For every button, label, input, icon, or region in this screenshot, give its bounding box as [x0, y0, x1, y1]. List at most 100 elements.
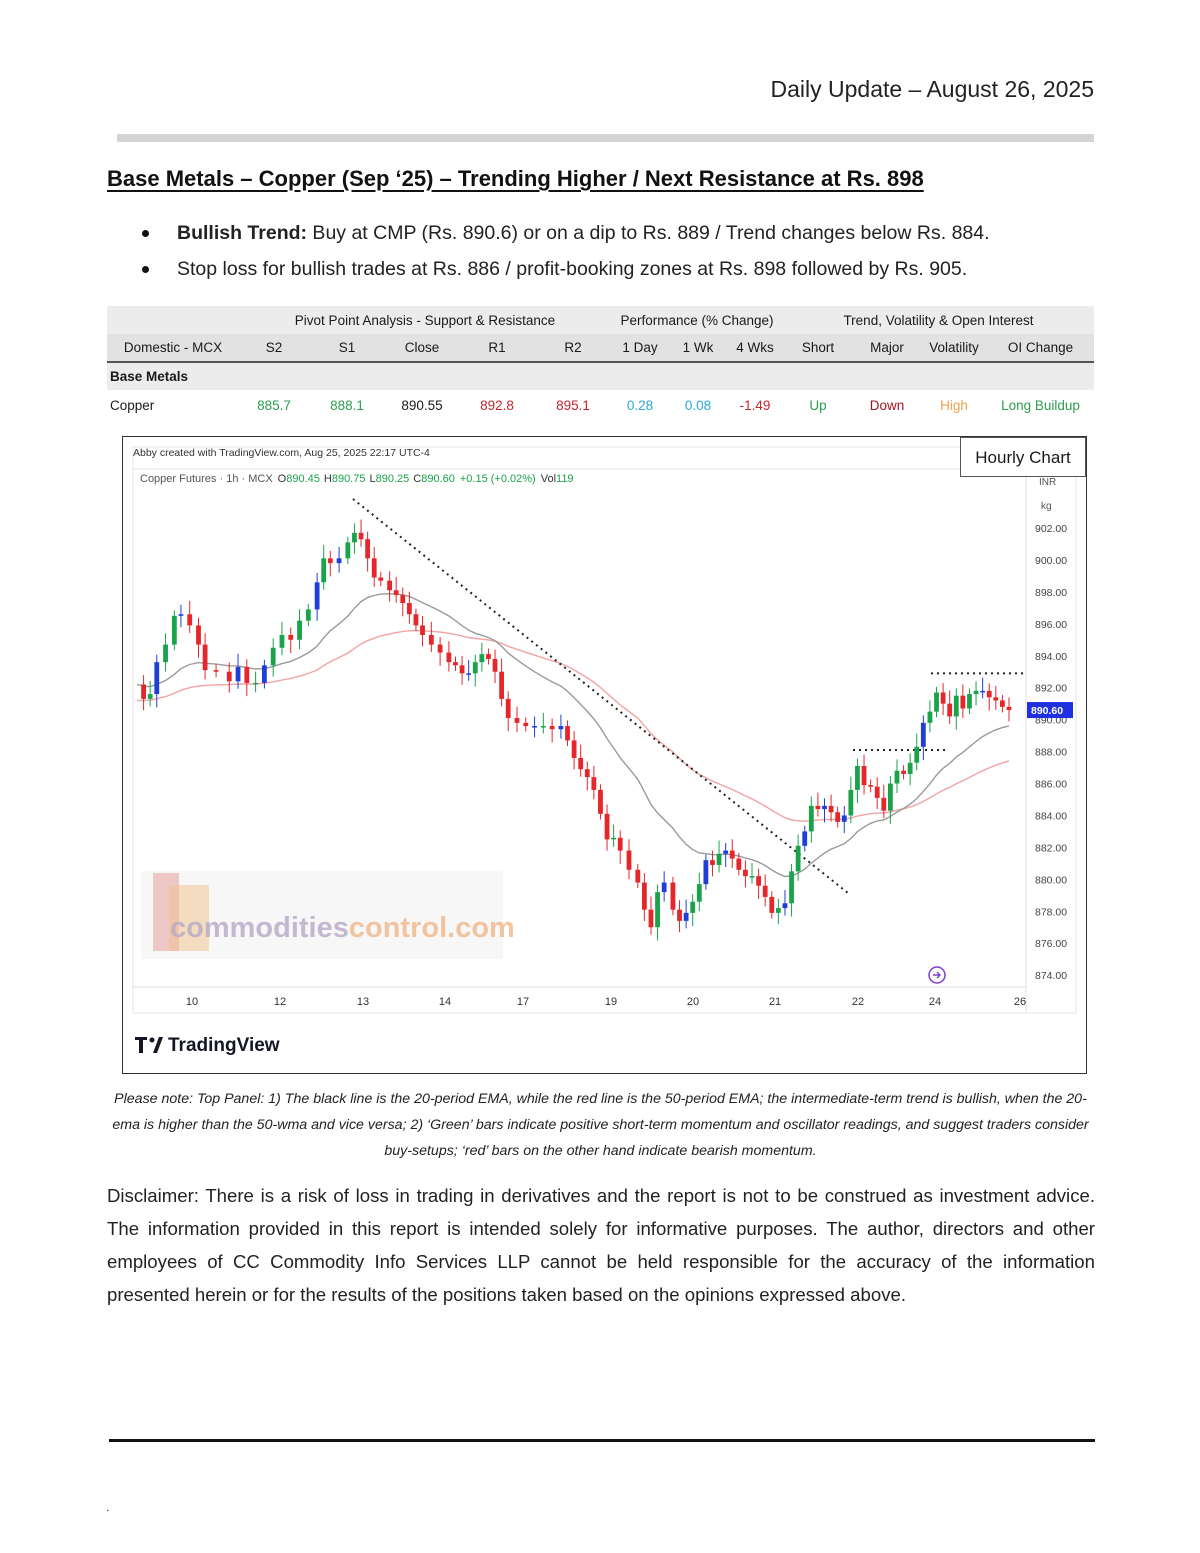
price-tick-label: 892.00 [1035, 683, 1067, 695]
candle-body [769, 896, 775, 913]
candle-body [499, 671, 505, 699]
candle-body [907, 762, 913, 774]
candle-body [881, 797, 887, 811]
recommendation-item: Stop loss for bullish trades at Rs. 886 … [140, 258, 1100, 294]
candle-body [314, 582, 320, 610]
candle-body [578, 757, 584, 770]
date-tick-label: 24 [929, 996, 941, 1008]
col-1wk: 1 Wk [682, 340, 714, 355]
candle-body [874, 786, 880, 798]
last-price-label: 890.60 [1031, 705, 1063, 717]
candle-body [571, 740, 577, 758]
candle-body [749, 876, 755, 878]
candle-body [677, 909, 682, 921]
col-short: Short [801, 340, 835, 355]
candle-body [661, 882, 667, 893]
value-low: 890.25 [376, 473, 410, 485]
candle-body [648, 909, 654, 928]
recommendation-text: Buy at CMP (Rs. 890.6) or on a dip to Rs… [307, 222, 990, 244]
col-major: Major [870, 340, 904, 355]
candle-body [558, 726, 564, 730]
candle-body [279, 634, 285, 648]
value-close: 890.60 [421, 473, 455, 485]
candle-body [437, 644, 443, 653]
price-tick-label: 894.00 [1035, 651, 1067, 663]
candle-body [604, 813, 610, 840]
candle-body [305, 609, 311, 621]
candle-body [479, 654, 485, 663]
candle-body [459, 665, 465, 674]
candle-body [802, 831, 808, 846]
hourly-chart-label: Hourly Chart [960, 437, 1086, 477]
value-open: 890.45 [286, 473, 320, 485]
candle-body [1000, 700, 1005, 707]
candle-body [297, 620, 302, 640]
candle-body [352, 532, 357, 543]
value-high: 890.75 [332, 473, 366, 485]
cell-s1: 888.1 [330, 397, 364, 413]
chart-symbol-line: Copper Futures · 1h · MCX O890.45 H890.75 L… [140, 473, 574, 485]
col-domestic: Domestic - MCX [123, 340, 223, 355]
col-oi-change: OI Change [1007, 340, 1074, 355]
candle-body [756, 876, 762, 886]
candle-body [920, 722, 926, 747]
candle-body [690, 901, 696, 913]
value-change: +0.15 (+0.02%) [460, 473, 536, 485]
candle-body [743, 869, 748, 877]
symbol-name: Copper Futures · 1h · MCX [140, 473, 273, 485]
price-tick-label: 902.00 [1035, 523, 1067, 535]
candle-body [736, 858, 742, 870]
header-divider [117, 134, 1094, 142]
cell-major: Down [869, 397, 905, 413]
candle-body [828, 805, 834, 813]
chart-created-line: Abby created with TradingView.com, Aug 2… [133, 447, 430, 459]
candle-body [980, 690, 986, 693]
price-tick-label: 900.00 [1035, 555, 1067, 567]
candle-body [710, 860, 715, 865]
candle-body [413, 614, 419, 626]
candle-body [626, 850, 632, 870]
pivot-table: Pivot Point Analysis - Support & Resista… [107, 306, 1094, 420]
candle-body [393, 590, 399, 596]
cell-r1: 892.8 [480, 397, 514, 413]
cell-name: Copper [110, 397, 155, 413]
chart-svg: commoditiescontrol.com 902.00 900.00 898.0… [132, 446, 1077, 1056]
candle-body [723, 850, 729, 854]
candle-body [762, 885, 768, 897]
candle-body [472, 662, 478, 674]
candle-body [841, 815, 847, 822]
table-group-header: Pivot Point Analysis - Support & Resista… [107, 306, 1094, 334]
price-tick-label: 880.00 [1035, 874, 1067, 886]
candle-body [549, 726, 555, 730]
value-vol: 119 [556, 473, 574, 485]
candle-body [848, 789, 854, 816]
bullet-icon [142, 266, 149, 273]
label-vol: Vol [541, 473, 556, 485]
price-tick-label: 876.00 [1035, 938, 1067, 950]
candle-body [453, 662, 458, 666]
col-1day: 1 Day [622, 340, 658, 355]
section-label: Base Metals [110, 369, 189, 384]
recommendation-label: Bullish Trend: [177, 222, 308, 244]
go-to-realtime-icon[interactable] [928, 966, 946, 984]
candle-body [635, 869, 641, 883]
disclaimer-text: Disclaimer: There is a risk of loss in t… [107, 1185, 1095, 1305]
unit-label: kg [1041, 501, 1052, 512]
candle-body [171, 615, 177, 645]
candle-body [378, 577, 384, 581]
candle-body [729, 850, 735, 859]
report-title: Base Metals – Copper (Sep ‘25) – Trendin… [107, 166, 924, 191]
candle-body [696, 884, 702, 902]
candle-body [288, 634, 294, 640]
candle-body [611, 837, 617, 840]
candle-body [934, 692, 939, 712]
candle-body [202, 644, 208, 671]
candle-body [927, 711, 933, 723]
candle-body [591, 777, 597, 790]
cell-close: 890.55 [401, 397, 443, 413]
ema20-line [136, 593, 1010, 878]
watermark-logo: commoditiescontrol.com [141, 871, 515, 959]
group-performance: Performance (% Change) [620, 312, 774, 328]
price-tick-label: 882.00 [1035, 842, 1067, 854]
ema50-line [136, 629, 1010, 822]
